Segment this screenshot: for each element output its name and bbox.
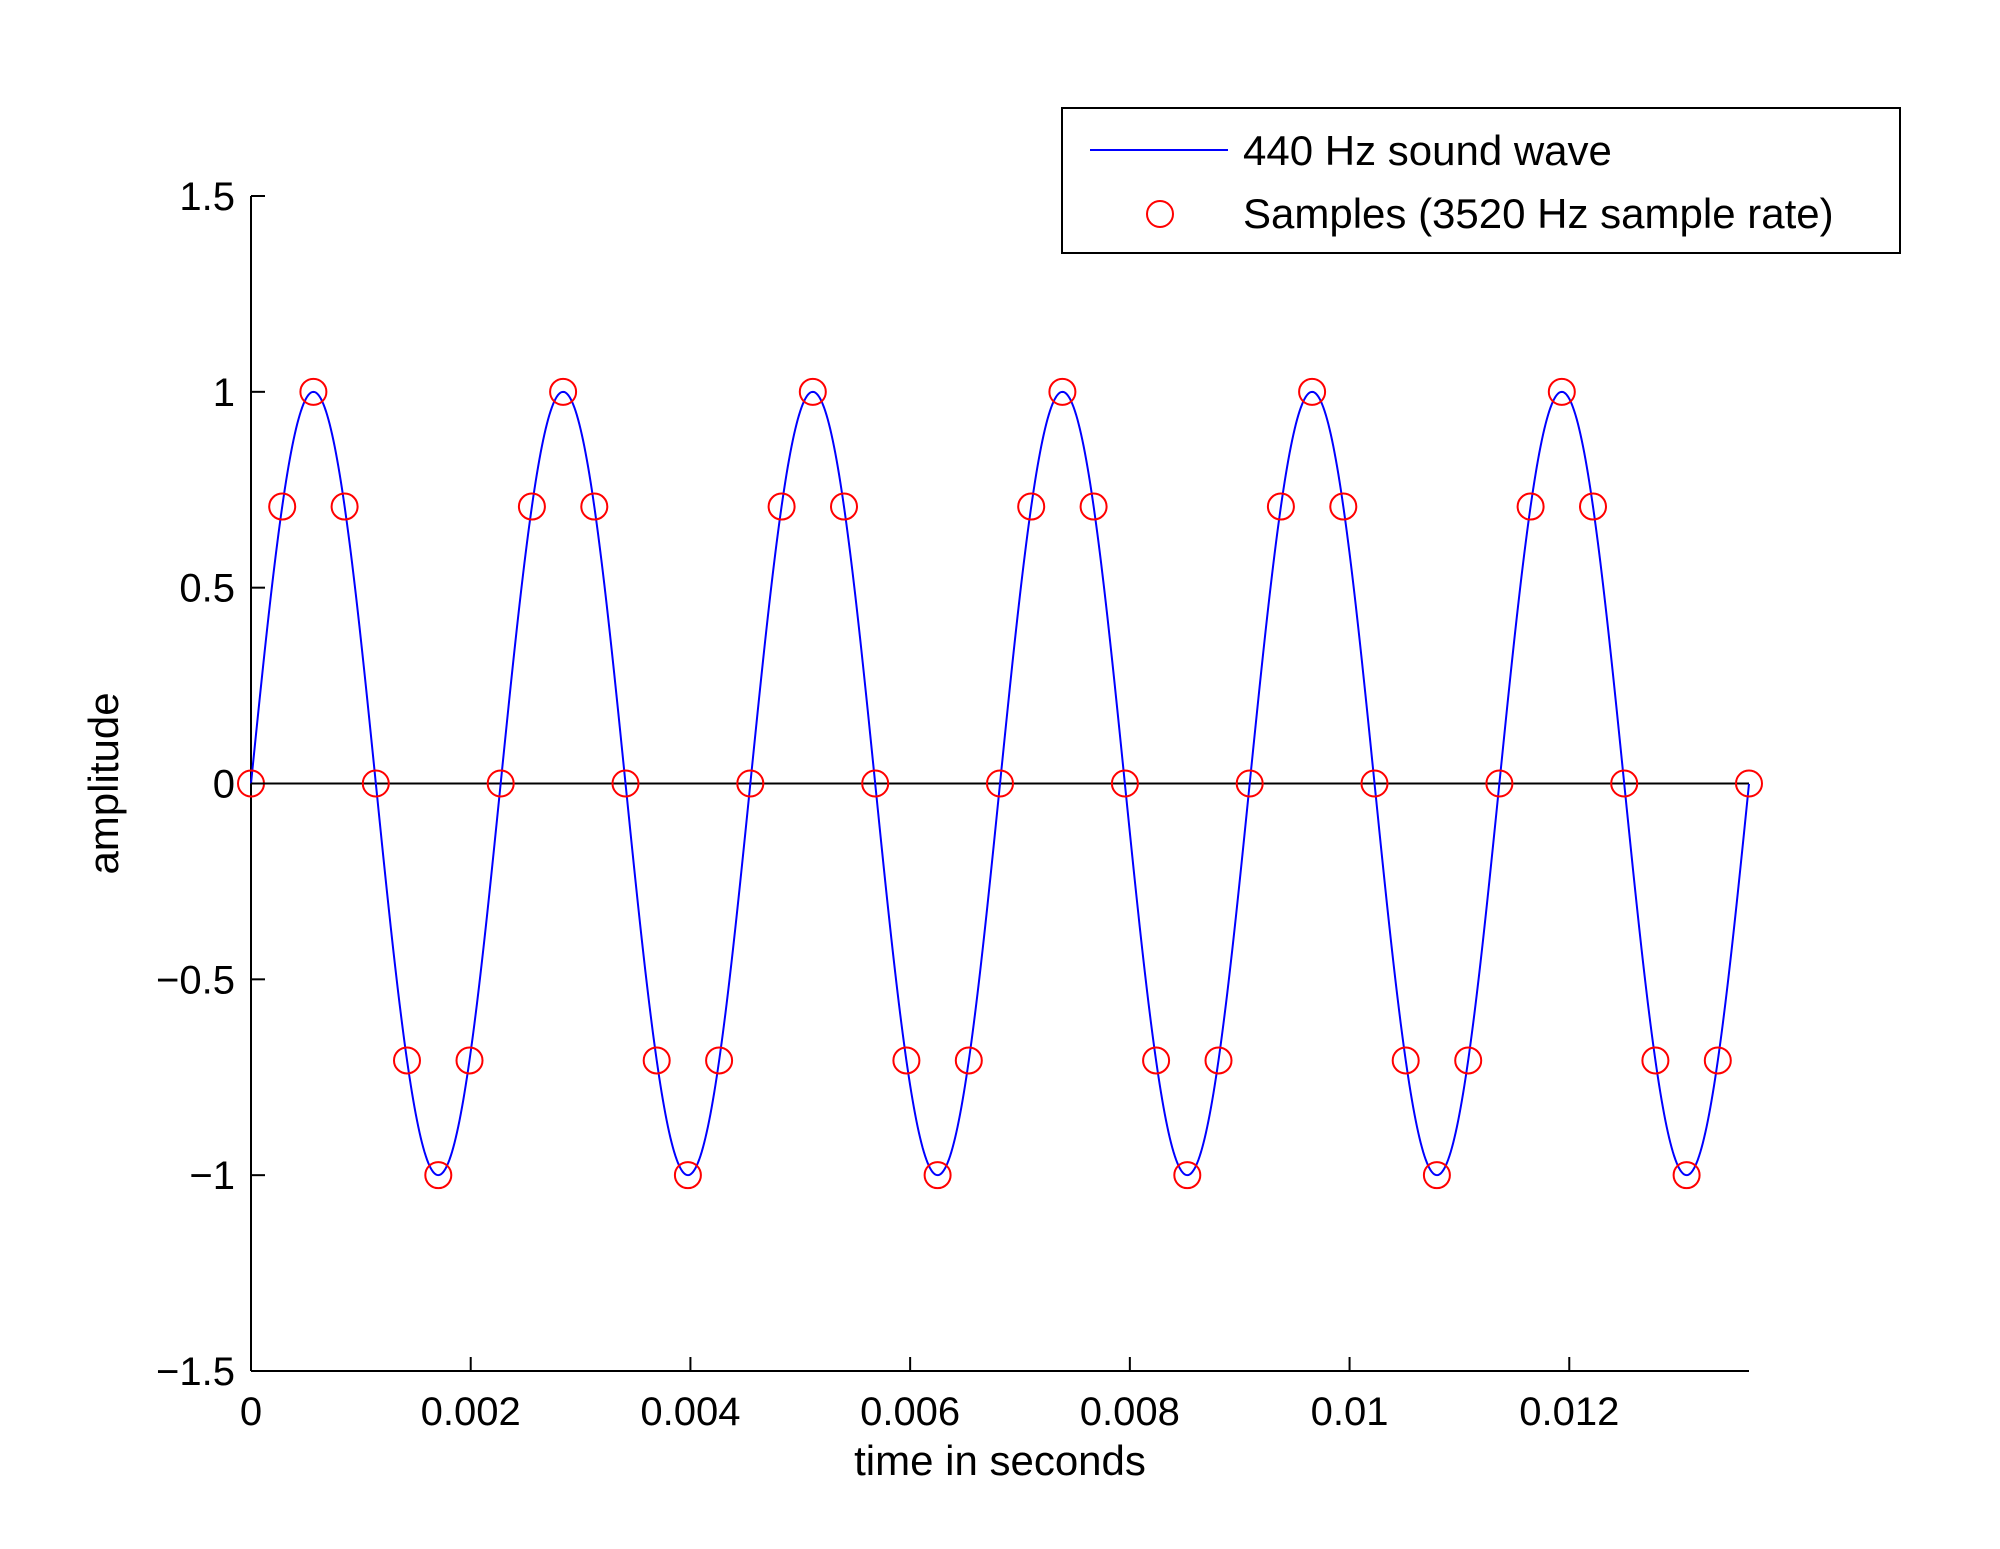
sample-point [798,377,827,406]
sample-point [580,492,609,521]
sample-point [611,769,640,798]
sample-point [1298,377,1327,406]
x-tick-label: 0.006 [860,1390,960,1434]
sample-point [330,492,359,521]
sample-point [392,1046,421,1075]
sample-point [1235,769,1264,798]
y-tick-label: −0.5 [156,958,235,1002]
y-tick-label: 1 [213,371,235,415]
sample-point [1360,769,1389,798]
legend-entry-wave: 440 Hz sound wave [1243,127,1612,174]
sample-point [455,1046,484,1075]
y-axis-label: amplitude [80,692,127,874]
sample-point [1735,769,1763,798]
x-tick-label: 0.002 [421,1390,521,1434]
sample-point [486,769,515,798]
sample-point [1204,1046,1233,1075]
sample-point [424,1161,453,1190]
y-tick-label: 0 [213,763,235,807]
sample-point [1641,1046,1670,1075]
sample-point [673,1161,702,1190]
sample-point [517,492,546,521]
y-tick-label: 1.5 [179,175,235,219]
sample-point [705,1046,734,1075]
y-tick-label: −1 [189,1154,235,1198]
x-axis-label: time in seconds [854,1437,1146,1484]
sample-point [736,769,765,798]
x-tick-label: 0.01 [1311,1390,1389,1434]
legend-entry-samples: Samples (3520 Hz sample rate) [1243,190,1834,237]
legend: 440 Hz sound wave Samples (3520 Hz sampl… [1061,107,1901,254]
series-layer [237,377,1763,1190]
y-tick-label: −1.5 [156,1350,235,1394]
sample-point [642,1046,671,1075]
sample-point [1329,492,1358,521]
sample-point [767,492,796,521]
sample-point [1079,492,1108,521]
sample-point [892,1046,921,1075]
sample-point [954,1046,983,1075]
x-tick-label: 0.012 [1519,1390,1619,1434]
sound-wave-line [250,390,1750,1177]
ticks-layer: −1.5 −1 −0.5 0 0.5 1 1.5 0 0.002 0.004 0.006 0.008 0… [156,175,1619,1434]
sample-point [1048,377,1077,406]
x-tick-label: 0.008 [1080,1390,1180,1434]
sample-point [1142,1046,1171,1075]
sample-point [830,492,859,521]
sample-point [1547,377,1576,406]
sample-point [1422,1161,1451,1190]
sample-point [361,769,390,798]
sample-point [1391,1046,1420,1075]
sample-point [1173,1161,1202,1190]
sample-point [1017,492,1046,521]
x-tick-label: 0.004 [640,1390,740,1434]
sample-point [1110,769,1139,798]
legend-box [1061,107,1901,254]
sample-point [268,492,297,521]
sample-point [1485,769,1514,798]
legend-marker-swatch [1146,200,1174,228]
sample-point [1454,1046,1483,1075]
y-tick-label: 0.5 [179,567,235,611]
sample-point [1610,769,1639,798]
sample-point [1703,1046,1732,1075]
sample-point [1516,492,1545,521]
sample-point [861,769,890,798]
sample-point [1579,492,1608,521]
sample-point [1266,492,1295,521]
sample-point [299,377,328,406]
sample-point [986,769,1014,798]
sample-point [923,1161,952,1190]
sample-point [549,377,578,406]
x-tick-label: 0 [240,1390,262,1434]
sample-point [1672,1161,1701,1190]
